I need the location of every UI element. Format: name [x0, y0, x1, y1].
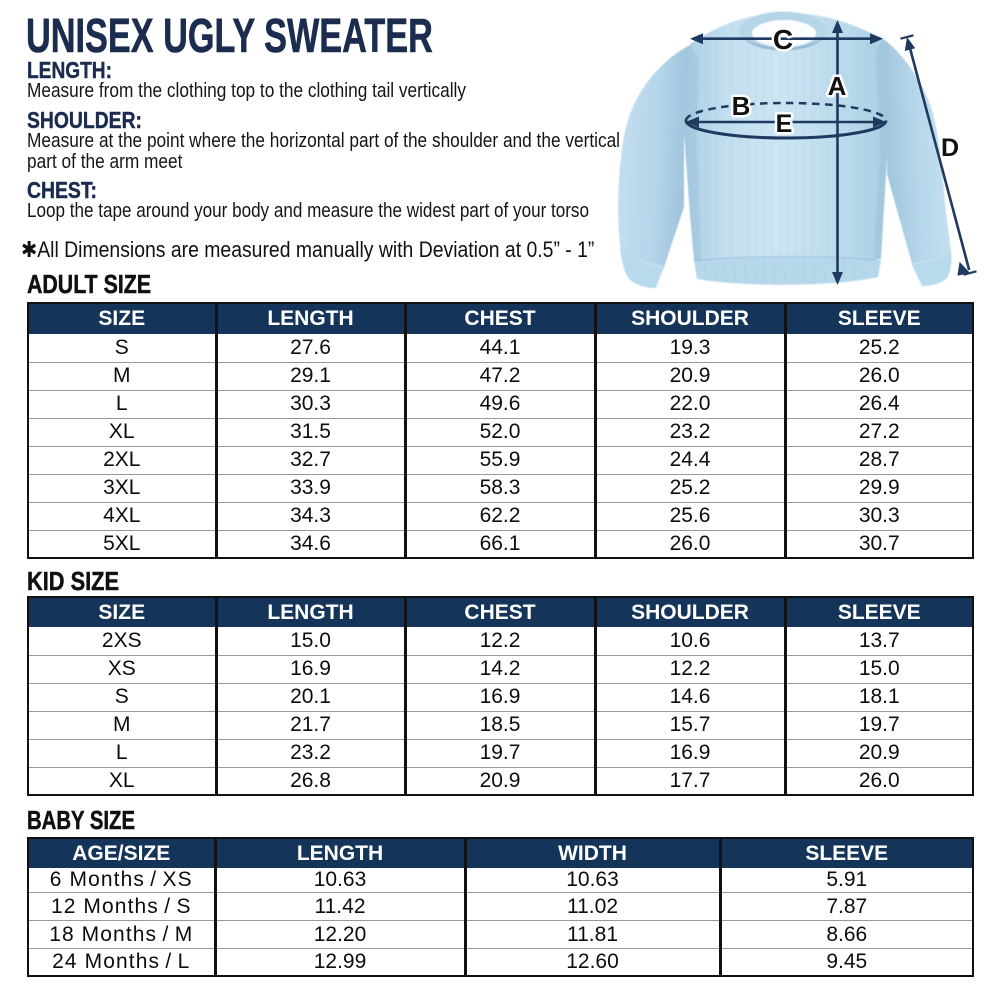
svg-text:C: C — [773, 24, 793, 55]
svg-text:E: E — [776, 110, 793, 138]
svg-text:B: B — [732, 91, 751, 121]
svg-text:D: D — [941, 134, 959, 162]
svg-text:A: A — [828, 71, 847, 101]
